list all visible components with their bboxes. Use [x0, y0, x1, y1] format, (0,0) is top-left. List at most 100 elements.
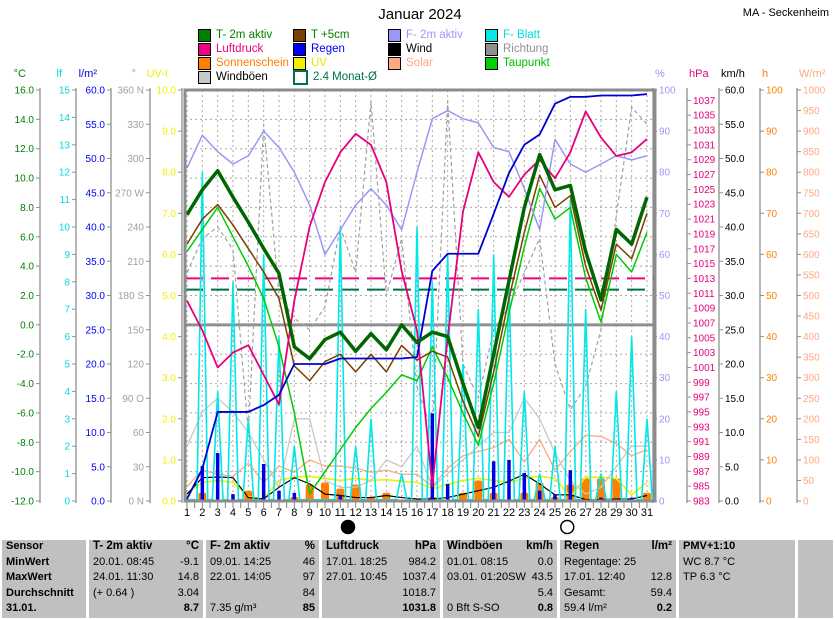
- footer-row: 20.01. 08:45 -9.1: [93, 555, 199, 568]
- svg-text:1017: 1017: [693, 244, 716, 255]
- svg-text:800: 800: [803, 168, 820, 179]
- svg-text:7: 7: [276, 507, 282, 519]
- svg-text:900: 900: [803, 127, 820, 138]
- svg-text:100: 100: [766, 86, 783, 97]
- svg-text:80: 80: [766, 168, 778, 179]
- svg-text:400: 400: [803, 332, 820, 343]
- svg-text:1001: 1001: [693, 363, 716, 374]
- svg-text:80: 80: [659, 168, 671, 179]
- svg-text:300: 300: [127, 154, 144, 165]
- footer-row: F- 2m aktiv%: [210, 540, 315, 552]
- svg-text:8.0: 8.0: [20, 203, 34, 214]
- svg-text:995: 995: [693, 407, 710, 418]
- svg-text:180 S: 180 S: [118, 291, 144, 302]
- svg-text:360 N: 360 N: [117, 86, 144, 97]
- svg-text:7.0: 7.0: [162, 209, 176, 220]
- legend-swatch: [485, 28, 498, 42]
- svg-text:1023: 1023: [693, 200, 716, 211]
- legend-item-wind: Wind: [388, 42, 433, 56]
- svg-text:16: 16: [411, 507, 423, 519]
- svg-text:2: 2: [199, 507, 205, 519]
- svg-text:90: 90: [659, 127, 671, 138]
- svg-text:21: 21: [488, 507, 500, 519]
- footer-row-labels: Sensor MinWert MaxWert Durchschnitt 31.01.: [2, 540, 86, 618]
- svg-text:350: 350: [803, 353, 820, 364]
- svg-text:9.0: 9.0: [162, 127, 176, 138]
- legend-label: Wind: [406, 43, 433, 55]
- moon-markers: [340, 519, 575, 535]
- footer-row: Luftdruck hPa: [326, 540, 436, 552]
- legend-swatch: [198, 28, 211, 42]
- chart-legend: T- 2m aktiv T +5cm F- 2m aktiv F- Blatt Luft…: [0, 0, 835, 88]
- svg-text:5.0: 5.0: [91, 462, 105, 473]
- svg-text:-8.0: -8.0: [17, 438, 35, 449]
- x-axis: 1 2 3 4 5 6 7 8 9 10 11 12 13 14 15 16 17 18 19 20 21 22 23 24 2…: [184, 502, 653, 519]
- svg-text:2.0: 2.0: [20, 291, 34, 302]
- legend-swatch: [485, 42, 498, 56]
- footer-row: 17.01. 12:40 12.8: [564, 571, 672, 583]
- svg-text:14: 14: [59, 113, 71, 124]
- legend-swatch: [293, 42, 306, 56]
- svg-text:1005: 1005: [693, 333, 716, 344]
- svg-text:30.0: 30.0: [86, 291, 106, 302]
- svg-text:15: 15: [396, 507, 408, 519]
- footer-row: 8.7: [183, 602, 199, 614]
- footer-row: Durchschnitt: [6, 586, 74, 599]
- legend-swatch: [388, 56, 401, 70]
- footer-row: 24.01. 11:30 14.8: [93, 571, 199, 583]
- svg-text:15.0: 15.0: [86, 394, 106, 405]
- svg-text:8: 8: [291, 507, 297, 519]
- svg-text:10: 10: [766, 455, 778, 466]
- svg-text:210: 210: [127, 257, 144, 268]
- svg-text:-2.0: -2.0: [17, 350, 35, 361]
- footer-col-f-2m-aktiv: F- 2m aktiv% 09.01. 14:25 46 22.01. 14:05 97…: [206, 540, 319, 618]
- svg-text:13: 13: [365, 507, 377, 519]
- svg-text:9: 9: [307, 507, 313, 519]
- svg-text:19: 19: [457, 507, 469, 519]
- svg-text:25: 25: [549, 507, 561, 519]
- svg-text:16.0: 16.0: [15, 86, 35, 97]
- svg-text:0: 0: [64, 497, 70, 508]
- svg-text:1011: 1011: [693, 289, 715, 300]
- svg-text:90 O: 90 O: [122, 394, 144, 405]
- svg-text:120: 120: [127, 360, 144, 371]
- svg-text:l/m²: l/m²: [79, 68, 98, 80]
- svg-text:650: 650: [803, 229, 820, 240]
- footer-row: Regentage: 25: [564, 555, 637, 568]
- svg-text:997: 997: [693, 393, 710, 404]
- svg-text:6.0: 6.0: [162, 250, 176, 261]
- svg-text:40.0: 40.0: [725, 223, 745, 234]
- footer-row: 31.01.: [6, 602, 37, 614]
- svg-text:240: 240: [127, 223, 144, 234]
- svg-text:lf: lf: [57, 68, 63, 80]
- svg-text:50: 50: [659, 291, 671, 302]
- svg-text:0: 0: [766, 497, 772, 508]
- svg-text:250: 250: [803, 394, 820, 405]
- footer-row: Regen l/m²: [564, 540, 672, 552]
- legend-swatch: [198, 56, 211, 70]
- svg-text:270 W: 270 W: [115, 188, 144, 199]
- footer-row: 03.01. 01:20SW 43.5: [447, 571, 553, 583]
- svg-text:1027: 1027: [693, 170, 716, 181]
- footer-row: 09.01. 14:25 46: [210, 555, 315, 568]
- svg-text:30: 30: [766, 373, 778, 384]
- footer-row: 1018.7: [402, 586, 436, 599]
- svg-text:15: 15: [59, 86, 71, 97]
- footer-col-regen: Regen l/m² Regentage: 25 17.01. 12:40 12.8 Ge…: [560, 540, 676, 618]
- svg-text:45.0: 45.0: [86, 188, 106, 199]
- svg-text:55.0: 55.0: [86, 120, 106, 131]
- legend-item-solar: Solar: [388, 56, 433, 70]
- svg-text:40: 40: [659, 332, 671, 343]
- full-moon-icon: [560, 519, 575, 535]
- legend-label: Luftdruck: [216, 43, 264, 55]
- svg-text:1.0: 1.0: [162, 455, 176, 466]
- svg-text:8.0: 8.0: [162, 168, 176, 179]
- footer-row: 17.01. 18:25 984.2: [326, 555, 436, 568]
- svg-text:600: 600: [803, 250, 820, 261]
- svg-text:200: 200: [803, 414, 820, 425]
- legend-swatch: [293, 56, 306, 70]
- svg-text:10: 10: [59, 223, 71, 234]
- legend-label: Regen: [311, 43, 345, 55]
- axis-wm2: W/m² 0 50 100 150 200 250 300 350 400 450 500 550 600…: [796, 68, 826, 508]
- axis-hpa: hPa 983 985 987 989 991 993 995 997 999 1001 1003 10…: [686, 68, 716, 508]
